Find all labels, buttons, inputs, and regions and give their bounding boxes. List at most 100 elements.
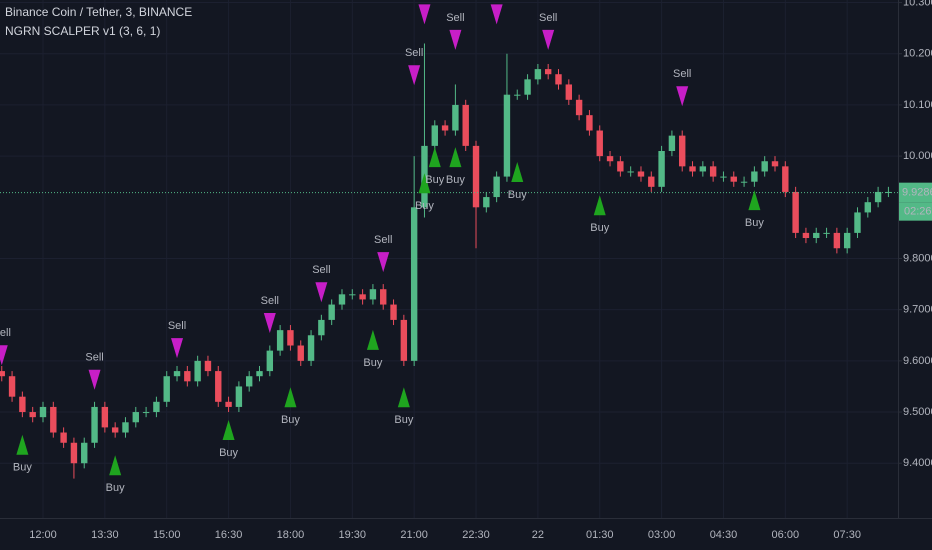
- candle-body: [163, 376, 170, 402]
- signal-marker: [408, 65, 421, 86]
- signal-marker: [428, 147, 441, 168]
- candle-body: [720, 176, 727, 178]
- signal-label: Buy: [745, 217, 764, 229]
- candle-body: [122, 422, 129, 433]
- candle-body: [91, 406, 98, 443]
- candle-body: [50, 406, 57, 433]
- signal-label: Buy: [590, 222, 609, 234]
- signal-marker: [418, 173, 431, 194]
- axes: 9.4000 9.5000 9.6000 9.7000 9.8000 10.0000 10.…: [29, 0, 932, 541]
- candle-body: [184, 371, 191, 382]
- signal-label: Sell: [0, 327, 11, 339]
- y-tick-label: 10.2000: [903, 48, 932, 60]
- candle-body: [266, 350, 274, 372]
- x-tick-label: 18:00: [277, 529, 305, 541]
- signal-marker: [377, 252, 390, 273]
- signal-label: Buy: [394, 414, 413, 426]
- signal-label: Sell: [539, 12, 557, 24]
- candle-body: [854, 212, 861, 233]
- candle-body: [276, 330, 284, 351]
- signal-marker: [511, 161, 524, 182]
- candle-body: [111, 427, 119, 433]
- candle-body: [493, 176, 500, 198]
- candle-body: [575, 99, 583, 116]
- signal-label: Sell: [85, 352, 103, 364]
- signal-marker: [397, 387, 410, 408]
- x-tick-label: 06:00: [772, 529, 800, 541]
- candle-body: [514, 94, 521, 96]
- signal-label: Buy: [363, 357, 382, 369]
- signal-marker: [88, 369, 101, 390]
- candle-body: [153, 401, 160, 413]
- signal-marker: [109, 455, 122, 476]
- candle-body: [60, 432, 67, 443]
- signal-marker: [449, 147, 462, 168]
- candle-body: [215, 371, 222, 402]
- candle-body: [813, 232, 820, 239]
- candle-body: [400, 319, 408, 361]
- candle-body: [823, 232, 830, 234]
- candle-body: [699, 166, 707, 172]
- candle-body: [0, 371, 5, 377]
- candle-body: [833, 232, 841, 249]
- candle-body: [441, 125, 449, 131]
- candle-body: [8, 376, 16, 397]
- signal-label: Buy: [281, 414, 300, 426]
- candle-body: [843, 232, 851, 249]
- candle-body: [256, 371, 263, 377]
- candle-body: [380, 289, 387, 305]
- candle-body: [225, 401, 232, 407]
- candle-body: [19, 396, 26, 413]
- candle-body: [328, 304, 335, 320]
- candle-body: [503, 94, 511, 177]
- candle-body: [245, 376, 253, 387]
- candle-body: [864, 202, 871, 213]
- signal-label: Sell: [374, 234, 392, 246]
- candle-body: [318, 319, 325, 336]
- y-tick-label: 9.8000: [903, 252, 932, 264]
- candle-body: [792, 191, 799, 233]
- signal-marker: [449, 29, 462, 50]
- candle-body: [709, 166, 717, 177]
- candle-body: [410, 207, 418, 361]
- signal-label: Buy: [219, 447, 238, 459]
- x-tick-label: 22:30: [462, 529, 490, 541]
- signal-label: Sell: [405, 47, 423, 59]
- x-tick-label: 13:30: [91, 529, 119, 541]
- candle-body: [679, 135, 686, 167]
- signal-marker: [284, 387, 297, 408]
- x-tick-label: 12:00: [29, 529, 57, 541]
- candle-body: [204, 360, 212, 372]
- candle-body: [874, 191, 882, 203]
- candle-body: [462, 104, 469, 146]
- candle-body: [555, 74, 562, 85]
- candle-body: [132, 412, 139, 423]
- candle-body: [39, 406, 47, 418]
- signal-marker: [366, 329, 379, 350]
- chart-title: Binance Coin / Tether, 3, BINANCE: [5, 5, 192, 19]
- candle-body: [194, 360, 201, 382]
- signal-label: Buy: [508, 189, 527, 201]
- candle-body: [802, 232, 810, 239]
- signal-label: Buy: [446, 174, 465, 186]
- signal-marker: [593, 195, 606, 216]
- countdown-label: 02:26: [904, 206, 932, 218]
- x-tick-label: 01:30: [586, 529, 614, 541]
- signal-marker: [676, 86, 689, 107]
- candle-body: [524, 79, 531, 95]
- candle-body: [658, 150, 665, 187]
- signal-marker: [542, 29, 555, 50]
- x-tick-label: 16:30: [215, 529, 243, 541]
- signal-marker: [418, 4, 431, 25]
- candle-body: [730, 176, 737, 182]
- indicator-name: NGRN SCALPER v1 (3, 6, 1): [5, 24, 160, 38]
- candle-body: [287, 330, 294, 346]
- signal-marker: [16, 434, 29, 455]
- signal-label: Buy: [106, 482, 125, 494]
- candle-body: [81, 442, 88, 464]
- signal-marker: [222, 419, 235, 440]
- signal-marker: [748, 190, 761, 211]
- y-tick-label: 9.4000: [903, 457, 932, 469]
- candle-body: [29, 412, 36, 418]
- signal-label: Sell: [673, 68, 691, 80]
